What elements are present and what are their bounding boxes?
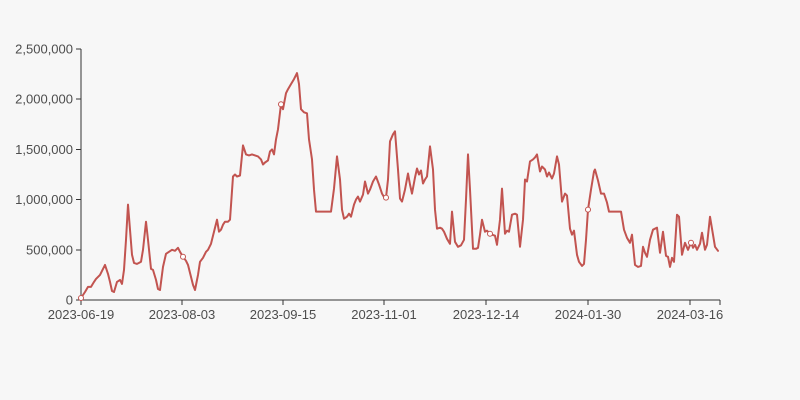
series-line [80, 72, 719, 299]
y-axis-label: 1,500,000 [15, 142, 73, 157]
y-axis-label: 1,000,000 [15, 192, 73, 207]
x-axis-label: 2023-11-01 [351, 307, 417, 322]
data-point-marker [180, 253, 186, 260]
x-axis-label: 2024-01-30 [555, 307, 622, 322]
data-point-marker [278, 101, 284, 108]
x-axis-label: 2024-03-16 [657, 307, 724, 322]
x-axis-label: 2023-12-14 [453, 307, 520, 322]
data-point-marker [688, 239, 694, 246]
x-axis-label: 2023-08-03 [149, 307, 216, 322]
y-axis-label: 0 [66, 293, 73, 308]
x-axis-label: 2023-09-15 [250, 307, 317, 322]
data-point-marker [78, 295, 84, 301]
y-axis-label: 2,500,000 [15, 42, 73, 57]
data-point-marker [383, 194, 389, 201]
data-point-marker [487, 230, 493, 237]
y-axis-label: 2,000,000 [15, 92, 73, 107]
y-axis-label: 500,000 [26, 242, 73, 257]
x-axis-label: 2023-06-19 [48, 307, 115, 322]
data-point-marker [585, 206, 591, 213]
